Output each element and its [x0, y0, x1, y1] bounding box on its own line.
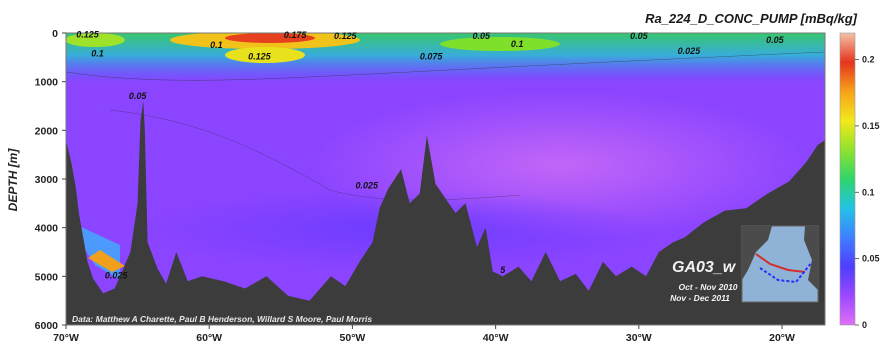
x-tick-label: 50°W [340, 332, 366, 344]
contour-deep [109, 109, 521, 201]
y-tick-label: 3000 [35, 174, 59, 186]
inset-date-1: Oct - Nov 2010 [678, 282, 737, 292]
contour-label: 0.1 [210, 40, 223, 50]
contour-label: 5 [500, 265, 506, 275]
x-tick-label: 60°W [196, 332, 222, 344]
contour-label: 0.05 [473, 31, 492, 41]
contour-label: 0.025 [355, 180, 379, 190]
colorbar-tick-label: 0 [862, 320, 867, 330]
y-tick-label: 0 [52, 28, 58, 40]
colorbar-tick-label: 0.15 [862, 121, 880, 131]
colorbar-tick-label: 0.1 [862, 187, 875, 197]
concentration-field [66, 33, 825, 325]
contour-label: 0.075 [420, 51, 444, 61]
contour-label: 0.175 [284, 30, 308, 40]
bathymetry [66, 101, 825, 325]
surface-hotspot-5 [66, 33, 125, 47]
contour-label: 0.125 [76, 29, 100, 39]
inset-cruise-track [755, 253, 806, 273]
contour-label: 0.05 [630, 31, 649, 41]
colorbar-tick-label: 0.2 [862, 55, 875, 65]
x-tick-label: 40°W [483, 332, 509, 344]
data-credit: Data: Matthew A Charette, Paul B Henders… [72, 314, 372, 324]
inset-land-east [804, 226, 818, 290]
inset-title: GA03_w [672, 259, 737, 276]
inset-watermark: Ocean Data View / DIVA [820, 247, 826, 302]
contour-label: 0.125 [334, 31, 358, 41]
chart-title: Ra_224_D_CONC_PUMP [mBq/kg] [645, 11, 858, 26]
colorbar-tick-label: 0.05 [862, 254, 880, 264]
y-tick-label: 2000 [35, 125, 59, 137]
colorbar [839, 32, 856, 326]
colorbar-ticks: 0.2 0.15 0.1 0.05 0 [855, 55, 880, 330]
y-axis-label: DEPTH [m] [6, 148, 20, 212]
contour-label: 0.1 [91, 48, 104, 58]
y-axis: 0 1000 2000 3000 4000 5000 6000 [35, 28, 66, 332]
surface-hotspot-2 [225, 33, 315, 43]
surface-hotspot-4 [440, 37, 560, 51]
x-axis: 70°W 60°W 50°W 40°W 30°W 20°W [53, 325, 795, 344]
shelf-hotspot-west [88, 250, 125, 272]
contour-label: 0.025 [678, 46, 702, 56]
y-tick-label: 5000 [35, 271, 59, 283]
x-tick-label: 70°W [53, 332, 79, 344]
contour-labels: 0.125 0.1 0.1 0.125 0.175 0.125 0.05 0.1 0.075 0.… [76, 29, 784, 280]
inset-cruise-track-2 [759, 261, 813, 284]
surface-hotspot-3 [225, 47, 305, 63]
inset-land-west [742, 226, 772, 280]
y-tick-label: 4000 [35, 223, 59, 235]
x-tick-label: 20°W [769, 332, 795, 344]
contour-label: 0.025 [105, 270, 129, 280]
contour-label: 0.05 [766, 35, 785, 45]
y-tick-label: 1000 [35, 77, 59, 89]
x-tick-label: 30°W [626, 332, 652, 344]
y-tick-label: 6000 [35, 320, 59, 332]
inset-map: Ocean Data View / DIVA [741, 225, 826, 303]
contour-label: 0.125 [248, 51, 272, 61]
contour-label: 0.1 [511, 39, 524, 49]
inset-date-2: Nov - Dec 2011 [670, 293, 730, 303]
contour-label: 0.05 [129, 91, 148, 101]
